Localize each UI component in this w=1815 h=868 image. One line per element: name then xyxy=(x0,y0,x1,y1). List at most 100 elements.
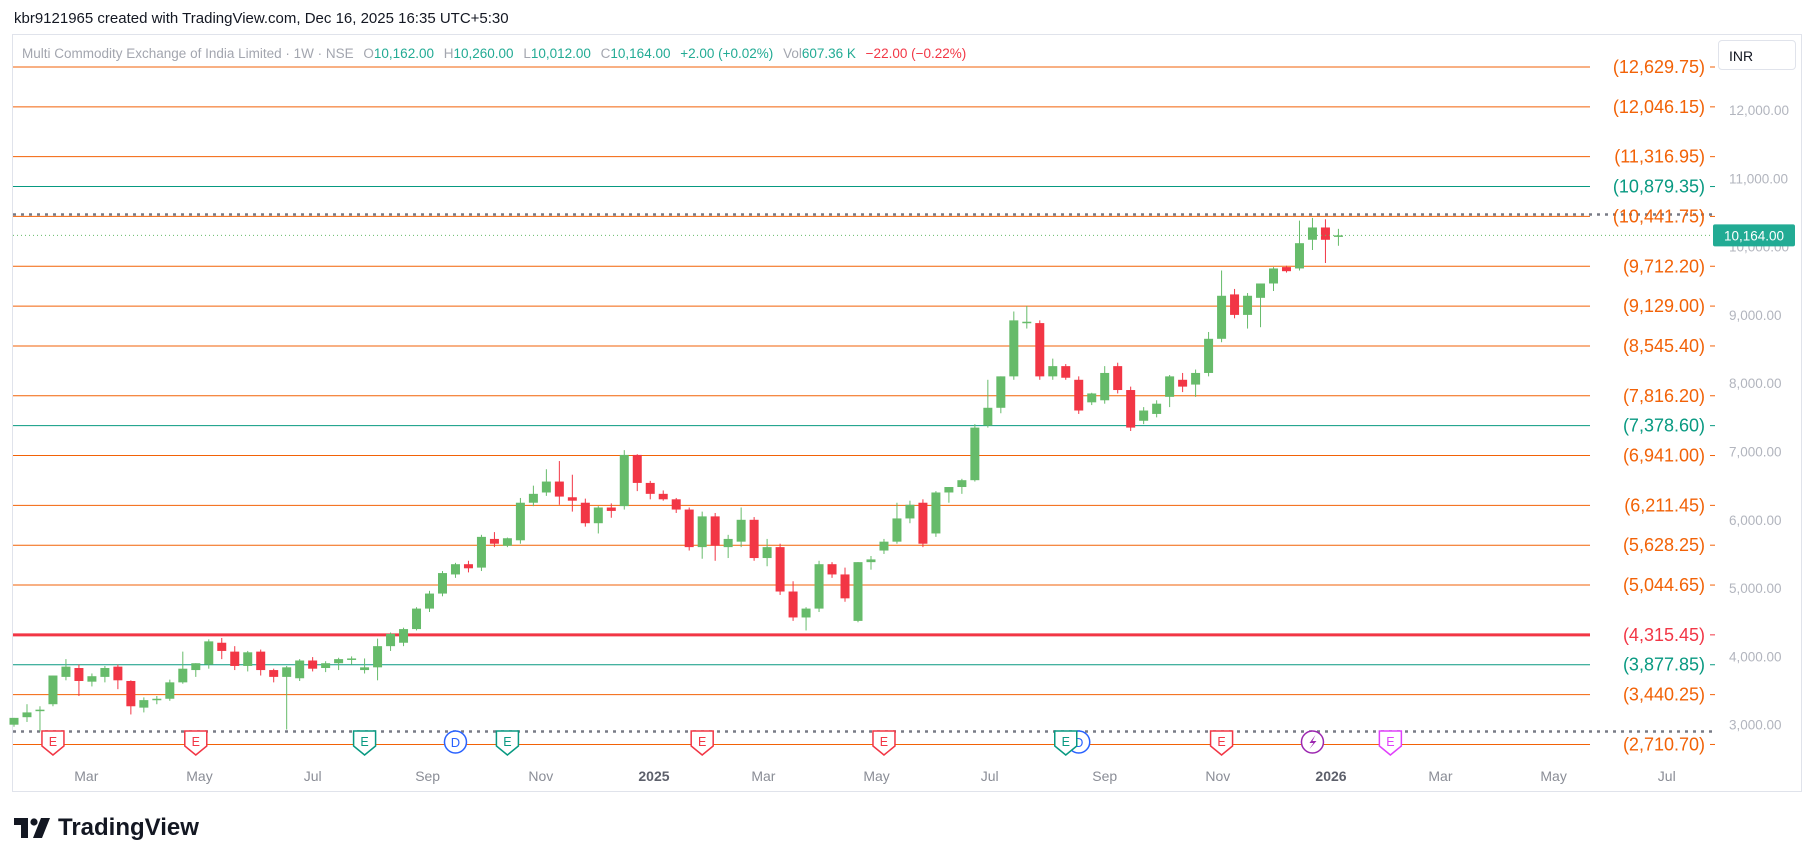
candle-body xyxy=(165,682,175,699)
time-axis-tick-label: Sep xyxy=(415,768,440,784)
time-axis-tick-label: Nov xyxy=(1205,768,1230,784)
earnings-event-marker xyxy=(1209,730,1234,756)
candle-body xyxy=(931,492,941,534)
lightning-icon xyxy=(1309,735,1317,749)
earnings-event-letter: E xyxy=(1386,735,1394,749)
candle-body xyxy=(126,680,136,707)
candle-body xyxy=(554,481,564,497)
time-axis-tick-label: Mar xyxy=(74,768,98,784)
price-axis-tick-label: 7,000.00 xyxy=(1729,445,1782,460)
price-axis-tick-label: 5,000.00 xyxy=(1729,581,1782,596)
candle-body xyxy=(1294,243,1304,269)
level-label: (6,941.00) xyxy=(1623,446,1705,466)
chart-attribution: kbr9121965 created with TradingView.com,… xyxy=(14,10,509,27)
legend-symbol: Multi Commodity Exchange of India Limite… xyxy=(22,46,354,61)
candle-body xyxy=(1074,379,1084,411)
price-axis-tick-label: 12,000.00 xyxy=(1729,103,1789,118)
earnings-event-letter: E xyxy=(360,735,368,749)
candle-body xyxy=(1100,372,1110,401)
earnings-event-marker xyxy=(495,730,520,756)
time-axis-tick-label: Nov xyxy=(528,768,553,784)
legend-high-label: H xyxy=(443,46,454,61)
earnings-event-letter: E xyxy=(49,735,57,749)
legend-volume-change: −22.00 (−0.22%) xyxy=(865,46,967,61)
time-axis-tick-label: Mar xyxy=(751,768,775,784)
candle-body xyxy=(788,591,798,618)
candle-body xyxy=(528,493,538,503)
earnings-event-letter: E xyxy=(880,735,888,749)
candle-body xyxy=(191,663,201,671)
candle-body xyxy=(1009,320,1019,377)
candle-body xyxy=(295,660,305,679)
candle-body xyxy=(1307,227,1317,240)
chart-frame[interactable] xyxy=(12,34,1802,792)
legend-open-label: O xyxy=(363,46,374,61)
price-axis-tick-label: 9,000.00 xyxy=(1729,308,1782,323)
candle-body xyxy=(1320,227,1330,240)
candle-body xyxy=(749,519,759,559)
candle-body xyxy=(593,507,603,524)
time-axis-tick-label: 2025 xyxy=(638,768,669,784)
candle-body xyxy=(321,663,331,669)
earnings-event-marker xyxy=(1378,730,1403,756)
candle-body xyxy=(970,427,980,481)
candle-body xyxy=(944,487,954,493)
earnings-event-marker xyxy=(1054,730,1078,756)
currency-button[interactable]: INR xyxy=(1718,40,1796,70)
candle-body xyxy=(840,574,850,599)
candle-body xyxy=(48,675,58,705)
candle-body xyxy=(74,668,84,681)
candlestick-series xyxy=(9,217,1343,732)
level-label: (7,378.60) xyxy=(1623,416,1705,436)
candle-body xyxy=(1217,295,1227,339)
candle-body xyxy=(334,659,344,664)
candle-body xyxy=(1178,379,1188,387)
level-label: (4,315.45) xyxy=(1623,625,1705,645)
candle-body xyxy=(892,518,902,542)
brand-name: TradingView xyxy=(58,814,199,841)
candle-body xyxy=(399,629,409,643)
time-axis-tick-label: Jul xyxy=(1658,768,1676,784)
time-axis-tick-label: Mar xyxy=(1428,768,1452,784)
candle-body xyxy=(437,573,447,594)
tradingview-logo-icon xyxy=(14,818,50,838)
candle-body xyxy=(87,676,97,682)
dividend-event-letter: D xyxy=(1074,735,1083,750)
dividend-event-marker xyxy=(443,730,468,754)
candle-body xyxy=(61,666,71,677)
candle-body xyxy=(1022,321,1032,324)
candle-body xyxy=(476,536,486,568)
price-axis: 12,000.0011,000.0010,000.009,000.008,000… xyxy=(1729,103,1789,733)
candle-body xyxy=(866,559,876,563)
candle-body xyxy=(100,668,110,677)
candle-body xyxy=(204,641,214,665)
candle-body xyxy=(1256,283,1266,298)
candle-body xyxy=(879,541,889,551)
candle-body xyxy=(308,660,318,669)
candle-body xyxy=(957,480,967,488)
symbol-legend[interactable]: Multi Commodity Exchange of India Limite… xyxy=(22,46,966,61)
candle-body xyxy=(1333,235,1343,237)
candle-body xyxy=(905,504,915,519)
price-axis-tick-label: 11,000.00 xyxy=(1729,171,1788,186)
level-label: (3,440.25) xyxy=(1623,685,1705,705)
candle-body xyxy=(1191,372,1201,385)
tradingview-logo[interactable]: TradingView xyxy=(14,814,199,842)
candle-body xyxy=(282,667,292,677)
legend-volume: 607.36 K xyxy=(801,46,856,61)
earnings-event-letter: E xyxy=(698,735,706,749)
last-price-marker: 10,164.00 xyxy=(13,224,1795,247)
time-axis-tick-label: Jul xyxy=(304,768,322,784)
level-label: (11,316.95) xyxy=(1614,147,1705,167)
candle-body xyxy=(386,633,396,647)
event-markers: E E E D E E E DE E E xyxy=(41,730,1403,756)
legend-high: 10,260.00 xyxy=(453,46,514,61)
candle-body xyxy=(450,564,460,575)
legend-open: 10,162.00 xyxy=(373,46,434,61)
earnings-event-marker xyxy=(41,730,65,756)
candle-body xyxy=(22,712,32,718)
candle-body xyxy=(515,502,525,541)
chart-canvas[interactable]: (12,629.75) (12,046.15) (11,316.95) (10,879… xyxy=(0,0,1815,800)
time-axis: Mar May Jul Sep Nov 2025 Mar May Jul Sep Nov 2026 Ma… xyxy=(74,768,1675,784)
candle-body xyxy=(35,709,45,712)
